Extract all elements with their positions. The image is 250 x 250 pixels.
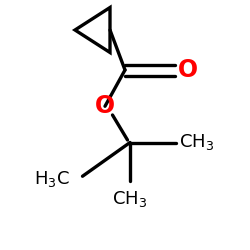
Text: H$_3$C: H$_3$C — [34, 169, 70, 189]
Text: O: O — [178, 58, 198, 82]
Text: O: O — [95, 94, 115, 118]
Text: CH$_3$: CH$_3$ — [179, 132, 214, 152]
Text: CH$_3$: CH$_3$ — [112, 189, 148, 209]
